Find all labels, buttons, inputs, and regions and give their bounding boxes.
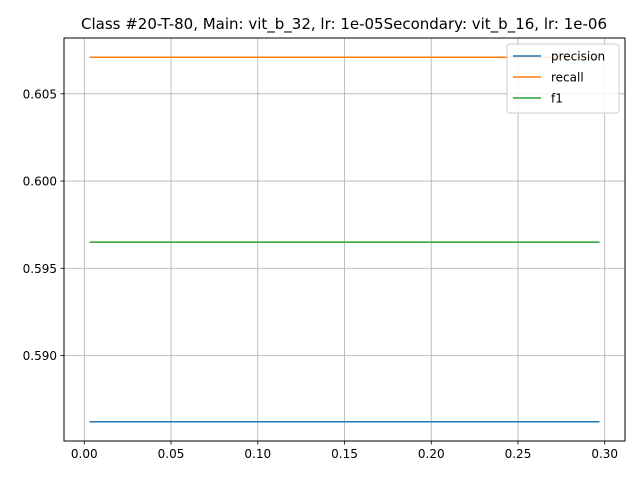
x-tick-label: 0.05 (158, 447, 185, 461)
legend-label-f1: f1 (551, 92, 563, 106)
x-axis: 0.00 0.05 0.10 0.15 0.20 0.25 0.30 (71, 441, 618, 461)
legend: precision recall f1 (506, 43, 620, 114)
y-tick-label: 0.590 (23, 349, 57, 363)
x-tick-label: 0.10 (244, 447, 271, 461)
y-tick-label: 0.595 (23, 262, 57, 276)
x-tick-label: 0.15 (331, 447, 358, 461)
x-tick-label: 0.30 (591, 447, 618, 461)
legend-label-recall: recall (551, 71, 584, 85)
x-tick-label: 0.20 (418, 447, 445, 461)
y-tick-label: 0.605 (23, 87, 57, 101)
x-tick-label: 0.25 (505, 447, 532, 461)
y-axis: 0.590 0.595 0.600 0.605 (23, 87, 64, 363)
legend-label-precision: precision (551, 50, 605, 64)
x-tick-label: 0.00 (71, 447, 98, 461)
y-tick-label: 0.600 (23, 175, 57, 189)
legend-box (506, 43, 620, 114)
chart-title: Class #20-T-80, Main: vit_b_32, lr: 1e-0… (81, 15, 607, 34)
